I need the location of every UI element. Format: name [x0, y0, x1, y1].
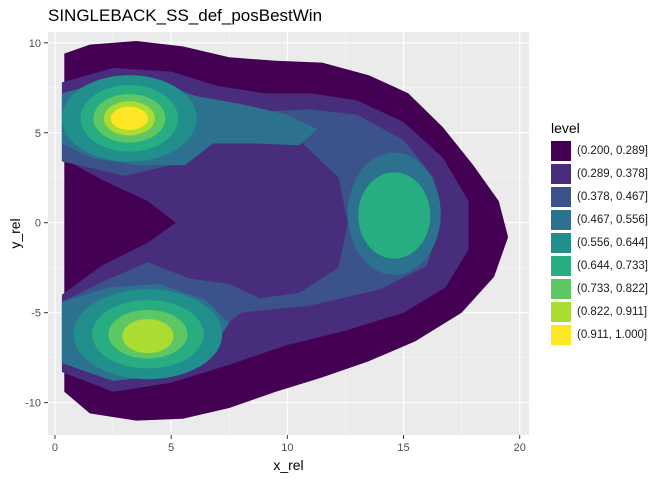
- legend-swatch: [551, 187, 571, 207]
- y-tick-label: 10: [29, 38, 41, 50]
- legend-entry: (0.644, 0.733]: [551, 255, 648, 277]
- legend-entry: (0.200, 0.289]: [551, 140, 648, 162]
- x-tick-label: 15: [397, 442, 409, 454]
- x-axis-label: x_rel: [273, 457, 303, 473]
- legend-entry: (0.289, 0.378]: [551, 163, 648, 185]
- x-tick-label: 0: [52, 442, 58, 454]
- legend-label: (0.467, 0.556]: [577, 214, 648, 226]
- legend-entry: (0.822, 0.911]: [551, 301, 647, 323]
- y-tick-label: 5: [35, 128, 41, 140]
- y-axis: -10 -5 0 5 10: [25, 38, 48, 410]
- legend-label: (0.378, 0.467]: [577, 191, 648, 203]
- legend-swatch: [551, 302, 571, 322]
- legend-swatch: [551, 279, 571, 299]
- legend-label: (0.289, 0.378]: [577, 168, 648, 180]
- x-tick-label: 10: [281, 442, 293, 454]
- y-tick-label: -5: [31, 308, 41, 320]
- legend-entry: (0.556, 0.644]: [551, 232, 648, 254]
- legend-swatch: [551, 256, 571, 276]
- legend-entry: (0.733, 0.822]: [551, 278, 648, 300]
- legend-entry: (0.467, 0.556]: [551, 209, 648, 231]
- chart-title: SINGLEBACK_SS_def_posBestWin: [48, 6, 323, 25]
- legend-swatch: [551, 164, 571, 184]
- contour-band-6: [358, 172, 431, 259]
- legend-entry: (0.378, 0.467]: [551, 186, 648, 208]
- x-tick-label: 20: [514, 442, 526, 454]
- legend-label: (0.911, 1.000]: [577, 329, 648, 341]
- legend-swatch: [551, 141, 571, 161]
- legend-swatch: [551, 233, 571, 253]
- legend-label: (0.556, 0.644]: [577, 237, 648, 249]
- legend-swatch: [551, 325, 571, 345]
- y-axis-label: y_rel: [7, 218, 23, 248]
- y-tick-label: 0: [35, 218, 41, 230]
- legend-label: (0.733, 0.822]: [577, 283, 648, 295]
- legend-title: level: [551, 120, 580, 136]
- legend-swatch: [551, 210, 571, 230]
- contour-bands: [61, 41, 509, 421]
- legend-label: (0.822, 0.911]: [577, 306, 648, 318]
- contour-band-9: [110, 106, 148, 131]
- legend-entry: (0.911, 1.000]: [551, 324, 647, 346]
- legend-label: (0.200, 0.289]: [577, 145, 648, 157]
- legend-label: (0.644, 0.733]: [577, 260, 648, 272]
- contour-band-8: [122, 318, 174, 354]
- x-tick-label: 5: [168, 442, 174, 454]
- y-tick-label: -10: [25, 398, 41, 410]
- x-axis: 0 5 10 15 20: [52, 435, 526, 454]
